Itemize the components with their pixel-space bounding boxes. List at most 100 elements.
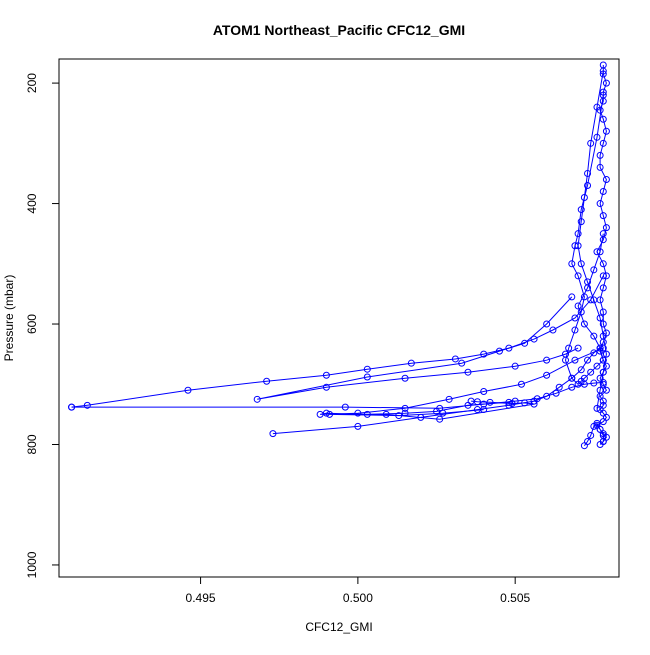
data-point [602,272,610,280]
data-point [263,377,271,385]
data-point [599,212,607,220]
data-point [584,356,592,364]
y-tick-label: 800 [25,434,39,454]
data-point [590,349,598,357]
data-point [577,206,585,214]
data-point [401,374,409,382]
data-point [543,392,551,400]
data-point [602,350,610,358]
data-point [599,332,607,340]
data-point [593,103,601,111]
data-point [593,133,601,141]
data-point [599,188,607,196]
data-point [401,404,409,412]
data-point [568,293,576,301]
series-line [320,347,604,415]
data-point [577,366,585,374]
data-point [395,412,403,420]
y-tick-label: 400 [25,193,39,213]
data-point [599,431,607,439]
data-point [571,314,579,322]
data-point [322,371,330,379]
data-point [521,399,529,407]
data-point [590,422,598,430]
data-point [590,379,598,387]
series-line [329,400,535,420]
data-point [602,127,610,135]
data-point [543,371,551,379]
data-point [530,400,538,408]
data-point [593,404,601,412]
data-point [574,242,582,250]
data-point [596,425,604,433]
data-point [68,403,76,411]
data-point [326,410,334,418]
data-point [354,409,362,417]
y-tick-label: 1000 [25,551,39,578]
data-point [599,308,607,316]
data-point [599,344,607,352]
data-point [580,320,588,328]
data-point [580,293,588,301]
data-point [568,383,576,391]
data-point [253,395,261,403]
data-point [495,347,503,355]
data-point [577,260,585,268]
series-line [257,296,579,400]
data-point [486,398,494,406]
data-point [599,139,607,147]
data-point [382,410,390,418]
data-point [521,339,529,347]
data-point [587,139,595,147]
data-point [458,359,466,367]
data-point [587,431,595,439]
data-point [599,380,607,388]
data-point [599,260,607,268]
data-point [184,386,192,394]
x-tick-label: 0.500 [343,591,373,605]
data-point [543,356,551,364]
chart-title: ATOM1 Northeast_Pacific CFC12_GMI [213,22,465,38]
data-point [599,67,607,75]
data-point [596,386,604,394]
data-point [580,194,588,202]
data-point [593,362,601,370]
data-point [473,398,481,406]
data-point [407,359,415,367]
data-point [354,422,362,430]
data-point [574,230,582,238]
data-point [587,368,595,376]
data-point [552,389,560,397]
series-line [577,70,607,409]
data-point [517,380,525,388]
data-point [505,344,513,352]
data-point [584,169,592,177]
plot-frame [58,58,620,578]
series-line [71,275,604,408]
y-axis-label: Pressure (mbar) [2,275,16,362]
data-point [596,200,604,208]
data-point [602,175,610,183]
data-point [83,401,91,409]
data-point [599,320,607,328]
data-point [549,326,557,334]
data-point [571,356,579,364]
data-point [599,115,607,123]
data-point [599,378,607,386]
data-point [574,344,582,352]
data-point [596,344,604,352]
data-point [316,410,324,418]
data-point [445,395,453,403]
x-tick-label: 0.495 [186,591,216,605]
data-point [584,181,592,189]
data-point [596,163,604,171]
data-point [599,230,607,238]
x-axis: 0.495 0.500 0.505 [186,577,531,605]
data-point [599,368,607,376]
data-point [599,356,607,364]
data-point [596,151,604,159]
data-point [574,272,582,280]
data-point [577,218,585,226]
y-tick-label: 600 [25,314,39,334]
